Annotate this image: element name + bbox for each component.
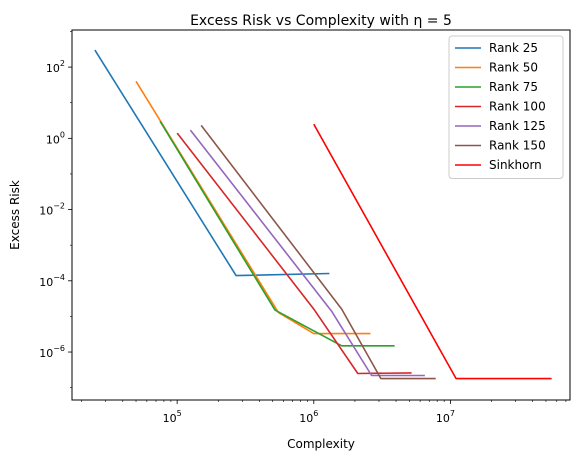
series-line-rank-50 bbox=[135, 80, 371, 335]
plot-frame bbox=[71, 29, 571, 401]
legend-label: Sinkhorn bbox=[489, 158, 542, 172]
legend: Rank 25 Rank 50 Rank 75 Rank 100 Rank 125 Ran… bbox=[448, 35, 564, 179]
series-line-rank-100 bbox=[176, 132, 412, 375]
legend-label: Rank 150 bbox=[489, 139, 546, 153]
y-tick-label: 10−4 bbox=[39, 273, 65, 289]
y-tick-label: 100 bbox=[46, 130, 65, 146]
x-axis-label: Complexity bbox=[287, 437, 355, 451]
series-line-sinkhorn bbox=[313, 123, 552, 380]
series-line-rank-75 bbox=[159, 120, 395, 347]
x-tick-label: 105 bbox=[163, 409, 182, 425]
legend-label: Rank 75 bbox=[489, 80, 538, 94]
series-line-rank-125 bbox=[189, 129, 425, 377]
legend-label: Rank 100 bbox=[489, 100, 546, 114]
chart-title: Excess Risk vs Complexity with η = 5 bbox=[190, 13, 452, 29]
series-line-rank-150 bbox=[200, 124, 436, 380]
y-axis-ticks: 10−6 10−4 10−2 100 102 bbox=[39, 31, 72, 388]
series-lines bbox=[94, 49, 552, 380]
legend-label: Rank 50 bbox=[489, 61, 538, 75]
y-tick-label: 102 bbox=[46, 59, 65, 75]
series-line-rank-25 bbox=[94, 49, 330, 277]
legend-box bbox=[448, 35, 564, 179]
legend-label: Rank 125 bbox=[489, 119, 546, 133]
y-tick-label: 10−6 bbox=[39, 344, 65, 360]
y-tick-label: 10−2 bbox=[39, 202, 65, 218]
x-tick-label: 106 bbox=[299, 409, 318, 425]
x-axis-ticks: 105 106 107 bbox=[81, 400, 567, 425]
y-axis-label: Excess Risk bbox=[8, 180, 22, 250]
legend-label: Rank 25 bbox=[489, 41, 538, 55]
x-tick-label: 107 bbox=[436, 409, 455, 425]
